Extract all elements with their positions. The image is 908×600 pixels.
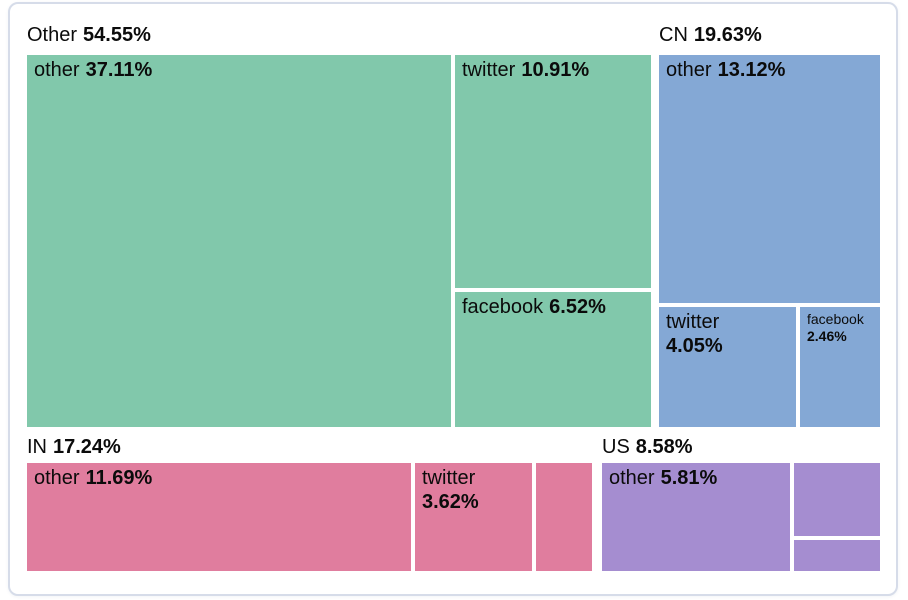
cell-label	[536, 463, 592, 490]
cell-label: twitter 10.91%	[462, 59, 590, 81]
group-value: 19.63%	[693, 24, 762, 46]
group-label: CN	[659, 24, 688, 46]
group-label: IN	[27, 436, 47, 458]
group-label: US	[602, 436, 630, 458]
cell-label	[794, 463, 880, 490]
treemap-cell-cn-other[interactable]: other 13.12%	[659, 55, 880, 303]
cell-label: other 5.81%	[609, 467, 718, 489]
treemap-cell-us-hidden-2[interactable]	[794, 540, 880, 571]
treemap-cell-in-twitter[interactable]: twitter 3.62%	[415, 463, 532, 571]
treemap-cell-us-other[interactable]: other 5.81%	[602, 463, 790, 571]
treemap-cell-us-hidden-1[interactable]	[794, 463, 880, 536]
group-header-in: IN 17.24%	[27, 435, 121, 459]
group-label: Other	[27, 24, 78, 46]
group-header-other: Other 54.55%	[27, 23, 151, 47]
group-value: 54.55%	[83, 24, 151, 46]
cell-label	[794, 540, 880, 567]
group-value: 17.24%	[53, 436, 121, 458]
group-value: 8.58%	[635, 436, 693, 458]
treemap-cell-cn-facebook[interactable]: facebook 2.46%	[800, 307, 880, 427]
treemap-cell-cn-twitter[interactable]: twitter 4.05%	[659, 307, 796, 427]
treemap-cell-other-twitter[interactable]: twitter 10.91%	[455, 55, 651, 288]
cell-label: twitter 3.62%	[422, 467, 479, 513]
cell-label: facebook 2.46%	[807, 311, 864, 344]
treemap-cell-in-hidden[interactable]	[536, 463, 592, 571]
group-header-us: US 8.58%	[602, 435, 693, 459]
cell-label: facebook 6.52%	[462, 296, 606, 318]
group-header-cn: CN 19.63%	[659, 23, 762, 47]
treemap-cell-other-facebook[interactable]: facebook 6.52%	[455, 292, 651, 427]
cell-label: other 37.11%	[34, 59, 153, 81]
cell-label: other 13.12%	[666, 59, 786, 81]
cell-label: other 11.69%	[34, 467, 153, 489]
treemap-cell-in-other[interactable]: other 11.69%	[27, 463, 411, 571]
cell-label: twitter 4.05%	[666, 311, 723, 357]
treemap-cell-other-other[interactable]: other 37.11%	[27, 55, 451, 427]
